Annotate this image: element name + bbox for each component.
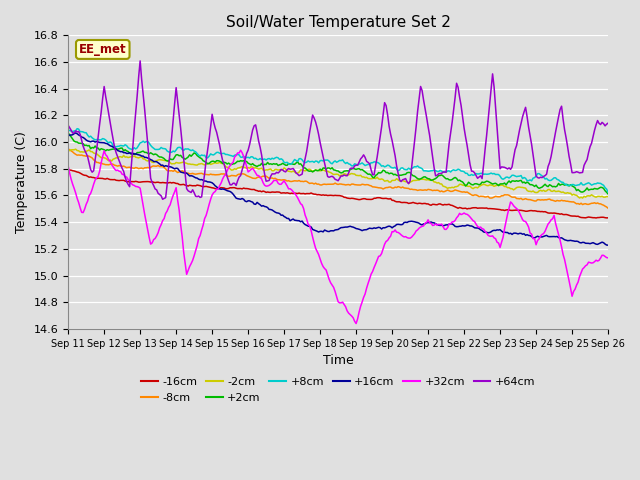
-2cm (64, 148, 72, 154)
-8cm (79, 153, 87, 158)
-2cm (166, 160, 174, 166)
+64cm (375, 144, 383, 150)
+2cm (79, 141, 87, 146)
+32cm (604, 255, 612, 261)
Line: +32cm: +32cm (68, 150, 608, 324)
Line: +16cm: +16cm (68, 133, 608, 245)
+64cm (136, 58, 144, 64)
Title: Soil/Water Temperature Set 2: Soil/Water Temperature Set 2 (226, 15, 451, 30)
+64cm (64, 122, 72, 128)
+16cm (72, 130, 79, 136)
-16cm (403, 200, 411, 205)
+64cm (541, 173, 549, 179)
-16cm (64, 167, 72, 173)
+32cm (164, 204, 172, 210)
+16cm (391, 223, 399, 229)
-8cm (372, 184, 380, 190)
+8cm (373, 159, 381, 165)
-8cm (64, 146, 72, 152)
Line: +2cm: +2cm (68, 133, 608, 194)
-16cm (540, 209, 547, 215)
-8cm (390, 185, 397, 191)
+2cm (538, 184, 546, 190)
-2cm (540, 187, 547, 193)
-8cm (164, 168, 172, 174)
+2cm (390, 172, 397, 178)
-2cm (403, 179, 411, 184)
-2cm (391, 178, 399, 183)
-16cm (166, 180, 174, 185)
+64cm (604, 120, 612, 126)
+8cm (403, 167, 411, 173)
Line: -16cm: -16cm (68, 170, 608, 218)
+64cm (168, 134, 175, 140)
-16cm (592, 215, 600, 221)
+64cm (159, 196, 166, 202)
-2cm (81, 149, 88, 155)
+16cm (64, 133, 72, 139)
+32cm (375, 253, 383, 259)
+2cm (402, 171, 410, 177)
Line: -8cm: -8cm (68, 149, 608, 208)
+64cm (393, 163, 401, 168)
-8cm (604, 205, 612, 211)
-8cm (538, 197, 546, 203)
+32cm (404, 235, 412, 241)
+8cm (74, 126, 81, 132)
+8cm (81, 130, 88, 135)
Line: +8cm: +8cm (68, 129, 608, 192)
+16cm (604, 242, 612, 248)
+2cm (164, 158, 172, 164)
-2cm (604, 194, 612, 200)
+32cm (79, 210, 87, 216)
+8cm (391, 165, 399, 170)
+16cm (81, 136, 88, 142)
+8cm (166, 149, 174, 155)
+8cm (604, 189, 612, 195)
Y-axis label: Temperature (C): Temperature (C) (15, 131, 28, 233)
+32cm (393, 229, 401, 235)
+8cm (540, 174, 547, 180)
+16cm (373, 225, 381, 231)
Line: +64cm: +64cm (68, 61, 608, 199)
-2cm (72, 146, 79, 152)
Line: -2cm: -2cm (68, 149, 608, 198)
+16cm (403, 219, 411, 225)
+64cm (404, 181, 412, 187)
+32cm (64, 163, 72, 168)
-2cm (373, 174, 381, 180)
-16cm (81, 172, 88, 178)
+8cm (64, 128, 72, 133)
-16cm (391, 198, 399, 204)
X-axis label: Time: Time (323, 354, 353, 367)
+16cm (540, 233, 547, 239)
+2cm (64, 130, 72, 136)
+64cm (79, 144, 87, 149)
+32cm (352, 321, 360, 326)
-16cm (604, 215, 612, 221)
+2cm (372, 172, 380, 178)
-16cm (66, 167, 74, 173)
+32cm (237, 147, 244, 153)
-2cm (579, 195, 586, 201)
Legend: -16cm, -8cm, -2cm, +2cm, +8cm, +16cm, +32cm, +64cm: -16cm, -8cm, -2cm, +2cm, +8cm, +16cm, +3… (136, 372, 540, 407)
Text: EE_met: EE_met (79, 43, 127, 56)
-8cm (402, 185, 410, 191)
+2cm (604, 191, 612, 197)
-16cm (373, 195, 381, 201)
+32cm (541, 228, 549, 234)
+16cm (166, 164, 174, 169)
